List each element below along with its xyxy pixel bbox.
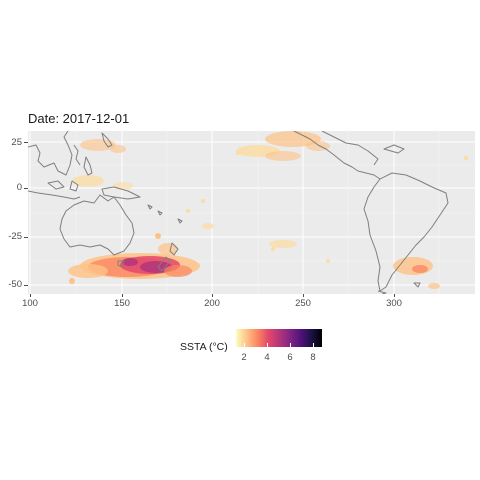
chart-title: Date: 2017-12-01: [28, 111, 130, 126]
x-tick-label-150: 150: [114, 298, 130, 309]
x-tick: [212, 294, 213, 297]
y-tick: [24, 188, 28, 189]
y-tick-label-0: 0: [16, 182, 22, 193]
legend-label-8: 8: [310, 352, 316, 363]
y-tick: [24, 142, 28, 143]
coastlines: [28, 131, 449, 294]
legend-tick: [290, 343, 291, 347]
legend-label-6: 6: [287, 352, 293, 363]
legend-label-2: 2: [241, 352, 247, 363]
x-tick-label-250: 250: [295, 298, 311, 309]
x-tick: [394, 294, 395, 297]
y-tick-label-minus50: -50: [8, 279, 22, 290]
legend-title: SSTA (°C): [180, 341, 228, 353]
x-tick: [30, 294, 31, 297]
y-tick: [24, 237, 28, 238]
legend-label-4: 4: [264, 352, 270, 363]
y-tick: [24, 285, 28, 286]
legend-colorbar: [236, 329, 322, 347]
legend-tick: [244, 343, 245, 347]
map-svg: [28, 131, 475, 294]
x-tick: [303, 294, 304, 297]
y-tick-label-minus25: -25: [8, 231, 22, 242]
sst-anomaly-cells: [68, 131, 468, 289]
y-tick-label-25: 25: [11, 137, 22, 148]
x-tick-label-300: 300: [386, 298, 402, 309]
legend-tick: [267, 343, 268, 347]
x-tick-label-100: 100: [22, 298, 38, 309]
map-panel: [28, 131, 475, 294]
x-tick: [122, 294, 123, 297]
legend-tick: [313, 343, 314, 347]
x-tick-label-200: 200: [204, 298, 220, 309]
